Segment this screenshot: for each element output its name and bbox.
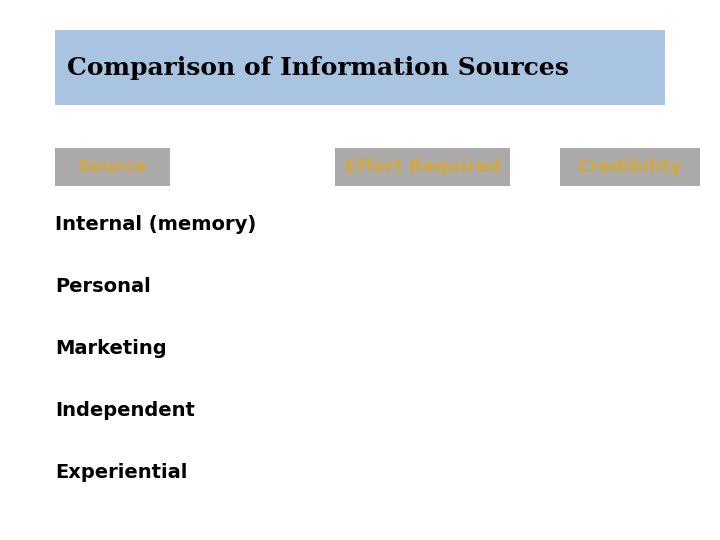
FancyBboxPatch shape bbox=[335, 148, 510, 186]
FancyBboxPatch shape bbox=[55, 148, 170, 186]
Text: Experiential: Experiential bbox=[55, 463, 187, 483]
Text: Effort Required: Effort Required bbox=[345, 158, 500, 176]
FancyBboxPatch shape bbox=[55, 30, 665, 105]
Text: Internal (memory): Internal (memory) bbox=[55, 215, 256, 234]
Text: Comparison of Information Sources: Comparison of Information Sources bbox=[67, 56, 569, 79]
Text: Personal: Personal bbox=[55, 278, 150, 296]
FancyBboxPatch shape bbox=[560, 148, 700, 186]
Text: Independent: Independent bbox=[55, 402, 195, 421]
Text: Credibility: Credibility bbox=[577, 158, 683, 176]
Text: Marketing: Marketing bbox=[55, 340, 166, 359]
Text: Source: Source bbox=[78, 158, 148, 176]
